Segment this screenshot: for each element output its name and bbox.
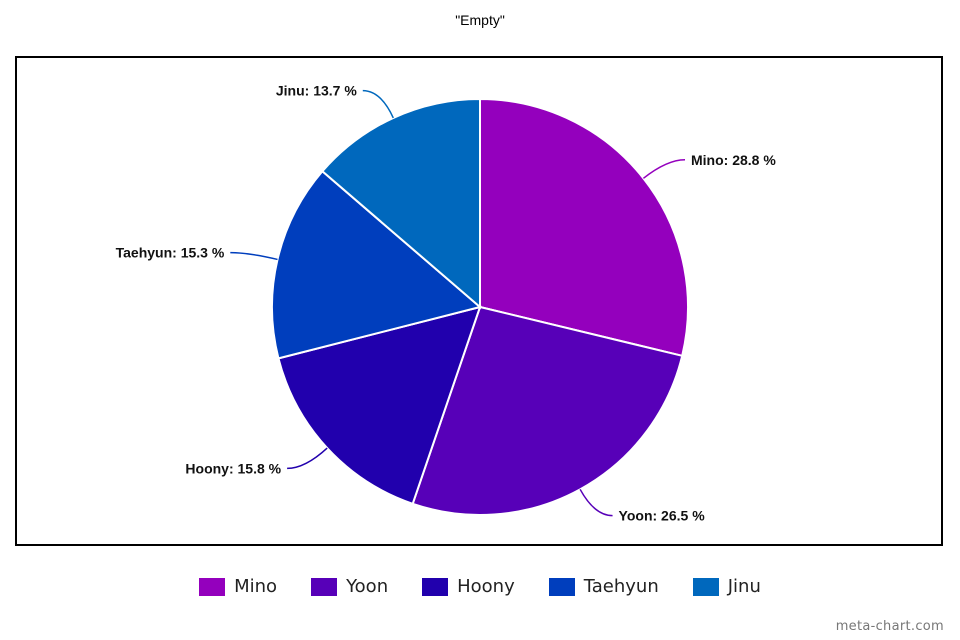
legend-label: Jinu [727,576,761,597]
legend-swatch-mino [199,577,226,596]
legend-label: Hoony [457,576,515,597]
legend-swatch-taehyun [548,577,575,596]
slice-label-jinu: Jinu: 13.7 % [276,83,357,99]
leader-line-taehyun [230,251,278,261]
legend-swatch-yoon [311,577,338,596]
pie-slice-taehyun[interactable] [271,169,483,360]
leader-line-jinu [362,89,394,119]
pie-slice-mino[interactable] [479,97,689,358]
watermark: meta-chart.com [835,619,944,634]
pie-chart: Mino: 28.8 % Yoon: 26.5 % Hoony: 15.8 % Tae… [116,83,777,524]
pie-slice-yoon[interactable] [411,305,684,516]
slice-label-taehyun: Taehyun: 15.3 % [116,245,225,261]
leader-line-mino [642,159,686,179]
legend-label: Taehyun [583,576,659,597]
legend-item-yoon[interactable]: Yoon [311,576,388,597]
legend: Mino Yoon Hoony Taehyun Jinu [0,576,960,597]
slice-label-mino: Mino: 28.8 % [691,152,776,168]
legend-label: Yoon [346,576,389,597]
legend-label: Mino [234,576,278,597]
legend-item-hoony[interactable]: Hoony [422,576,515,597]
legend-item-mino[interactable]: Mino [199,576,277,597]
legend-swatch-hoony [422,577,449,596]
legend-swatch-jinu [692,577,719,596]
slice-label-hoony: Hoony: 15.8 % [185,460,281,476]
legend-item-taehyun[interactable]: Taehyun [548,576,659,597]
pie-slice-jinu[interactable] [320,97,481,310]
slice-label-yoon: Yoon: 26.5 % [619,508,706,524]
plot-frame [15,56,943,546]
chart-title: "Empty" [455,12,505,28]
leader-line-hoony [287,447,328,470]
legend-item-jinu[interactable]: Jinu [692,576,761,597]
leader-line-yoon [579,488,613,517]
